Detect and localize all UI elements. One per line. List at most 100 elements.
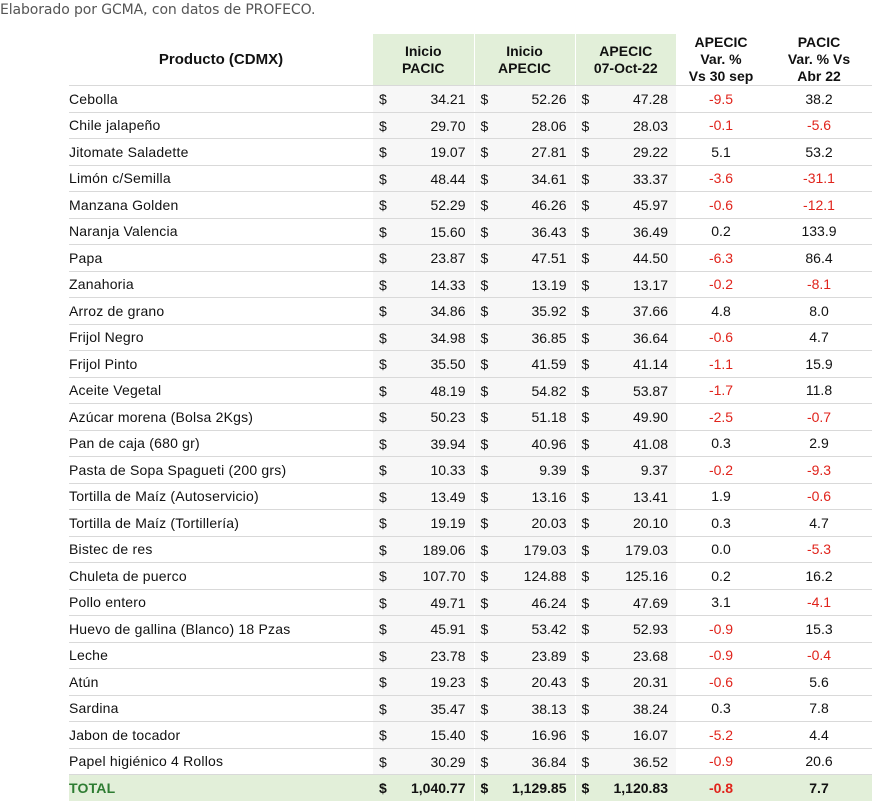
inicio-apecic-value: 27.81: [531, 144, 567, 160]
inicio-pacic-value: 19.07: [430, 144, 466, 160]
var-sep-value: -0.2: [676, 271, 766, 298]
table-row: Leche $23.78 $23.89 $23.68 -0.9 -0.4: [69, 642, 872, 669]
inicio-apecic-price: $179.03: [473, 536, 575, 563]
header-inicio-pacic-line2: PACIC: [401, 59, 445, 76]
header-inicio-apecic: Inicio APECIC: [473, 34, 575, 86]
currency-symbol: $: [581, 647, 590, 664]
apecic-current-value: 36.52: [632, 753, 668, 770]
table-row: Bistec de res $189.06 $179.03 $179.03 0.0 -5.…: [69, 536, 872, 563]
var-abr-value: -5.6: [766, 112, 872, 139]
currency-symbol: $: [480, 462, 489, 478]
currency-symbol: $: [581, 488, 590, 505]
table-row: Naranja Valencia $15.60 $36.43 $36.49 0.2 133…: [69, 218, 872, 245]
currency-symbol: $: [581, 329, 590, 346]
inicio-apecic-value: 54.82: [531, 382, 567, 399]
currency-symbol: $: [581, 674, 590, 690]
currency-symbol: $: [379, 144, 387, 160]
table-row: Sardina $35.47 $38.13 $38.24 0.3 7.8: [69, 695, 872, 722]
inicio-apecic-value: 46.26: [531, 197, 567, 213]
var-abr-value: -31.1: [766, 165, 872, 192]
currency-symbol: $: [379, 541, 387, 558]
total-var-sep: -0.8: [676, 774, 766, 801]
inicio-pacic-value: 15.60: [430, 223, 466, 240]
var-abr-value: 15.9: [766, 350, 872, 378]
product-name: Tortilla de Maíz (Autoservicio): [69, 483, 373, 510]
apecic-current-value: 36.49: [632, 223, 668, 240]
inicio-pacic-value: 39.94: [430, 435, 466, 452]
inicio-pacic-price: $23.87: [373, 244, 474, 272]
apecic-current-price: $41.08: [574, 430, 676, 457]
product-name: Jitomate Saladette: [69, 138, 373, 166]
table-row: Frijol Negro $34.98 $36.85 $36.64 -0.6 4.7: [69, 324, 872, 351]
currency-symbol: $: [480, 435, 489, 452]
inicio-pacic-price: $50.23: [373, 403, 474, 431]
currency-symbol: $: [379, 621, 387, 637]
apecic-current-value: 29.22: [632, 144, 668, 160]
currency-symbol: $: [379, 223, 387, 240]
currency-symbol: $: [379, 197, 387, 213]
inicio-apecic-price: $20.43: [473, 668, 575, 696]
header-var-sep-line1: APECIC: [694, 34, 748, 50]
inicio-apecic-value: 41.59: [531, 356, 567, 372]
apecic-current-value: 52.93: [632, 621, 668, 637]
var-abr-value: 11.8: [766, 377, 872, 404]
apecic-current-value: 28.03: [632, 117, 668, 134]
currency-symbol: $: [379, 117, 387, 134]
var-abr-value: -8.1: [766, 271, 872, 298]
table-header: Producto (CDMX) Inicio PACIC Inicio APEC…: [69, 34, 872, 86]
apecic-current-price: $23.68: [574, 642, 676, 669]
inicio-apecic-price: $13.16: [473, 483, 575, 510]
inicio-apecic-value: 53.42: [531, 621, 567, 637]
apecic-current-price: $33.37: [574, 165, 676, 192]
inicio-pacic-price: $15.60: [373, 218, 474, 245]
inicio-pacic-price: $34.98: [373, 324, 474, 351]
table-row: Frijol Pinto $35.50 $41.59 $41.14 -1.1 15.9: [69, 350, 872, 378]
inicio-pacic-price: $107.70: [373, 562, 474, 590]
apecic-current-price: $29.22: [574, 138, 676, 166]
apecic-current-price: $37.66: [574, 297, 676, 325]
inicio-apecic-value: 35.92: [531, 303, 567, 319]
inicio-pacic-price: $52.29: [373, 191, 474, 219]
total-inicio-pacic-value: 1,040.77: [411, 780, 466, 796]
inicio-apecic-price: $46.26: [473, 191, 575, 219]
inicio-apecic-value: 40.96: [531, 435, 567, 452]
product-name: Frijol Negro: [69, 324, 373, 351]
var-sep-value: -0.6: [676, 324, 766, 351]
currency-symbol: $: [379, 276, 387, 293]
inicio-pacic-price: $34.21: [373, 85, 474, 113]
apecic-current-price: $49.90: [574, 403, 676, 431]
currency-symbol: $: [379, 435, 387, 452]
var-sep-value: -0.2: [676, 456, 766, 484]
var-abr-value: -0.6: [766, 483, 872, 510]
currency-symbol: $: [480, 223, 489, 240]
var-abr-value: 133.9: [766, 218, 872, 245]
apecic-current-value: 49.90: [632, 409, 668, 425]
apecic-current-price: $13.41: [574, 483, 676, 510]
total-var-abr: 7.7: [766, 774, 872, 801]
inicio-apecic-price: $23.89: [473, 642, 575, 669]
currency-symbol: $: [379, 303, 387, 319]
inicio-pacic-price: $23.78: [373, 642, 474, 669]
inicio-pacic-value: 107.70: [422, 568, 466, 584]
inicio-apecic-price: $9.39: [473, 456, 575, 484]
product-name: Chile jalapeño: [69, 112, 373, 139]
var-abr-value: 16.2: [766, 562, 872, 590]
currency-symbol: $: [480, 647, 489, 664]
apecic-current-price: $20.31: [574, 668, 676, 696]
var-sep-value: 5.1: [676, 138, 766, 166]
currency-symbol: $: [480, 356, 489, 372]
product-name: Leche: [69, 642, 373, 669]
apecic-current-value: 9.37: [640, 462, 668, 478]
apecic-current-value: 13.17: [632, 276, 668, 293]
apecic-current-price: $36.52: [574, 748, 676, 775]
inicio-pacic-value: 23.87: [430, 250, 466, 266]
var-sep-value: 4.8: [676, 297, 766, 325]
table-row: Chile jalapeño $29.70 $28.06 $28.03 -0.1 -5.6: [69, 112, 872, 139]
apecic-current-price: $47.28: [574, 85, 676, 113]
inicio-pacic-value: 29.70: [430, 117, 466, 134]
inicio-pacic-value: 23.78: [430, 647, 466, 664]
currency-symbol: $: [480, 197, 489, 213]
inicio-apecic-price: $34.61: [473, 165, 575, 192]
inicio-pacic-price: $39.94: [373, 430, 474, 457]
currency-symbol: $: [379, 647, 387, 664]
